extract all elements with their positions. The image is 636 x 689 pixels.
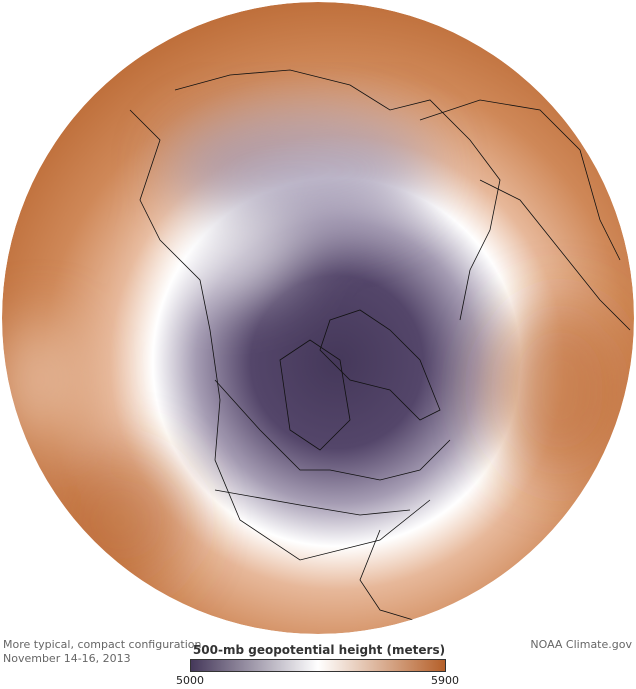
caption-date: November 14-16, 2013 — [3, 652, 131, 665]
caption-description: More typical, compact configuration — [3, 638, 202, 651]
greenland-outline — [319, 309, 441, 421]
legend-title: 500-mb geopotential height (meters) — [192, 643, 446, 657]
map-caption: More typical, compact configuration Nove… — [3, 638, 202, 666]
legend-min-label: 5000 — [176, 674, 204, 687]
credit-text: NOAA Climate.gov — [530, 638, 632, 651]
coastlines — [129, 69, 631, 626]
geopotential-height-map — [2, 2, 634, 634]
legend-max-label: 5900 — [431, 674, 459, 687]
colorbar — [190, 659, 446, 672]
